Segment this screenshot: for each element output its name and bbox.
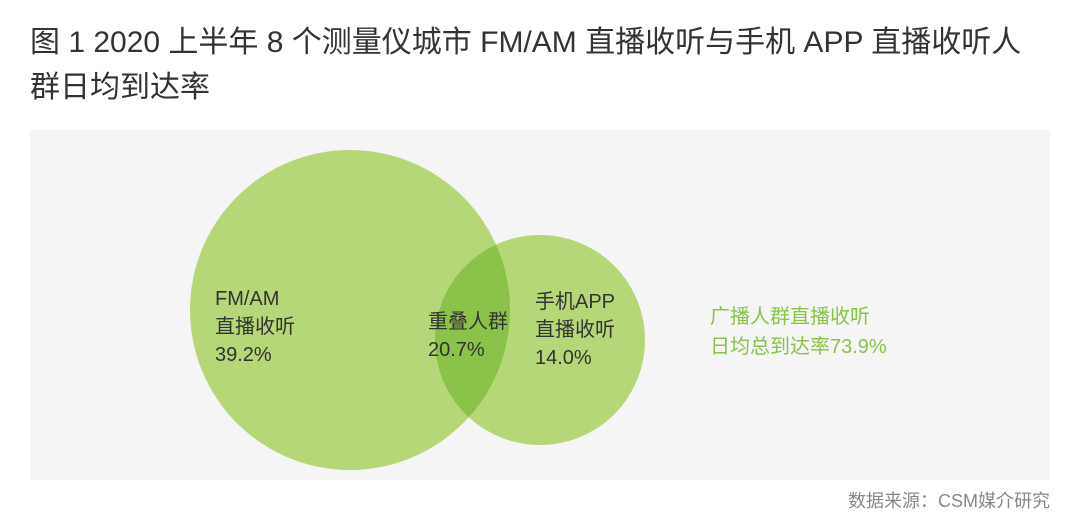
side-annotation-line1: 广播人群直播收听 <box>710 302 887 332</box>
venn-right-value: 14.0% <box>535 344 615 372</box>
venn-left-line1: FM/AM <box>215 285 295 313</box>
venn-right-line2: 直播收听 <box>535 316 615 344</box>
venn-overlap-label: 重叠人群 20.7% <box>428 308 508 364</box>
venn-left-label: FM/AM 直播收听 39.2% <box>215 285 295 369</box>
venn-left-value: 39.2% <box>215 341 295 369</box>
venn-overlap-line1: 重叠人群 <box>428 308 508 336</box>
venn-overlap-value: 20.7% <box>428 336 508 364</box>
venn-left-line2: 直播收听 <box>215 313 295 341</box>
side-annotation-line2: 日均总到达率73.9% <box>710 332 887 362</box>
chart-title: 图 1 2020 上半年 8 个测量仪城市 FM/AM 直播收听与手机 APP … <box>30 20 1050 110</box>
data-source: 数据来源：CSM媒介研究 <box>848 487 1050 513</box>
venn-right-label: 手机APP 直播收听 14.0% <box>535 288 615 372</box>
side-annotation: 广播人群直播收听 日均总到达率73.9% <box>710 302 887 362</box>
venn-right-line1: 手机APP <box>535 288 615 316</box>
chart-area: FM/AM 直播收听 39.2% 重叠人群 20.7% 手机APP 直播收听 1… <box>30 130 1050 480</box>
